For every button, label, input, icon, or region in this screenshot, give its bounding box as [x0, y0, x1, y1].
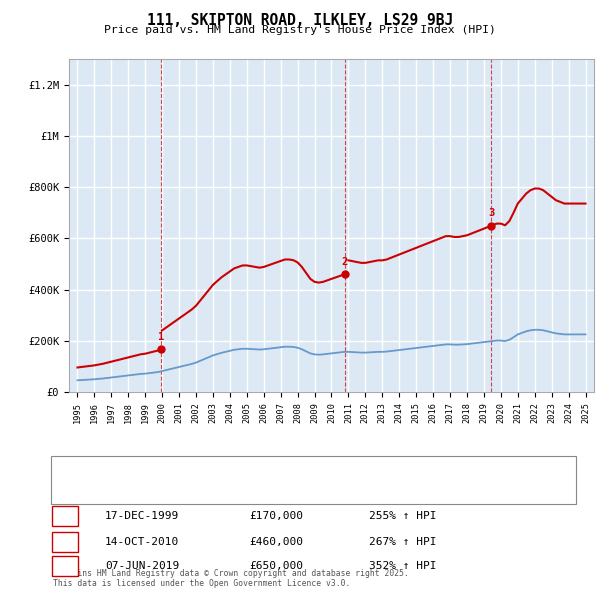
Text: 255% ↑ HPI: 255% ↑ HPI	[369, 512, 437, 521]
Text: £170,000: £170,000	[249, 512, 303, 521]
Text: 1: 1	[61, 512, 68, 521]
Text: Contains HM Land Registry data © Crown copyright and database right 2025.
This d: Contains HM Land Registry data © Crown c…	[53, 569, 409, 588]
Text: HPI: Average price, semi-detached house, Bradford: HPI: Average price, semi-detached house,…	[96, 486, 390, 496]
Text: 3: 3	[488, 208, 494, 218]
Text: £650,000: £650,000	[249, 562, 303, 571]
Text: 07-JUN-2019: 07-JUN-2019	[105, 562, 179, 571]
Text: 14-OCT-2010: 14-OCT-2010	[105, 537, 179, 546]
Text: 111, SKIPTON ROAD, ILKLEY, LS29 9BJ (semi-detached house): 111, SKIPTON ROAD, ILKLEY, LS29 9BJ (sem…	[96, 464, 438, 474]
Text: 2: 2	[61, 537, 68, 546]
Text: 17-DEC-1999: 17-DEC-1999	[105, 512, 179, 521]
Text: 352% ↑ HPI: 352% ↑ HPI	[369, 562, 437, 571]
Text: 3: 3	[61, 562, 68, 571]
Text: 1: 1	[158, 332, 164, 342]
Text: Price paid vs. HM Land Registry's House Price Index (HPI): Price paid vs. HM Land Registry's House …	[104, 25, 496, 35]
Text: £460,000: £460,000	[249, 537, 303, 546]
Text: 267% ↑ HPI: 267% ↑ HPI	[369, 537, 437, 546]
Text: 2: 2	[342, 257, 348, 267]
Text: 111, SKIPTON ROAD, ILKLEY, LS29 9BJ: 111, SKIPTON ROAD, ILKLEY, LS29 9BJ	[147, 13, 453, 28]
